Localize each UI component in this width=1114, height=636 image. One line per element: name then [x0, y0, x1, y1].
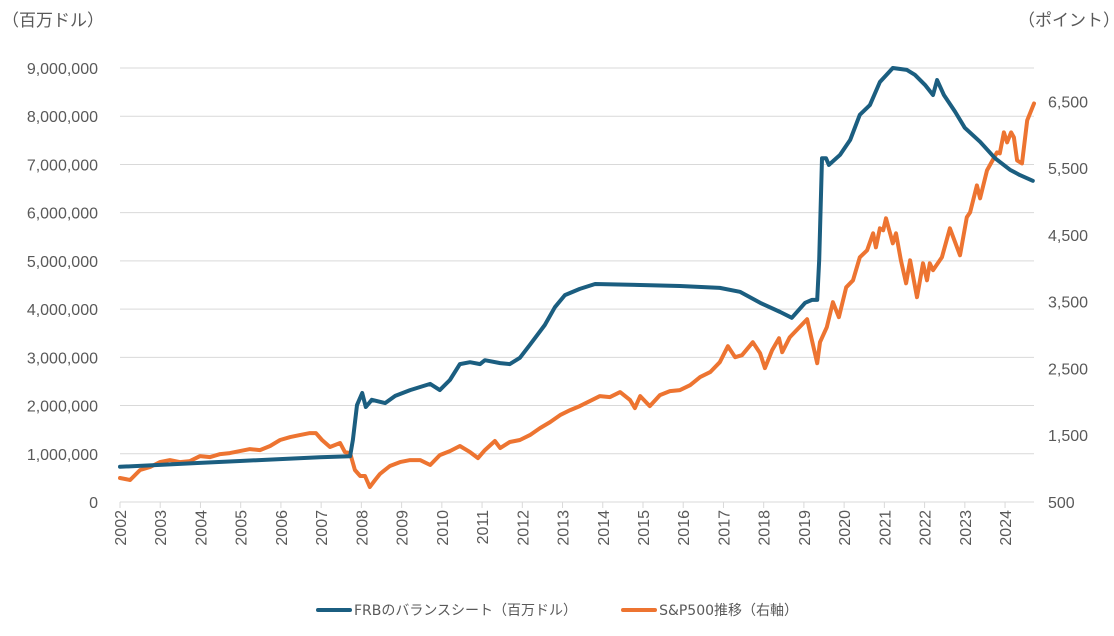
y-left-tick-label: 9,000,000	[27, 61, 98, 78]
x-tick-label: 2009	[395, 510, 412, 546]
x-tick-label: 2023	[958, 510, 975, 546]
y-left-tick-label: 0	[89, 495, 98, 512]
x-tick-label: 2011	[475, 510, 492, 545]
y-right-tick-label: 1,500	[1048, 428, 1088, 445]
x-tick-label: 2024	[998, 510, 1015, 546]
legend-label-frb: FRBのバランスシート（百万ドル）	[353, 603, 578, 619]
right-axis-unit-label: （ポイント）	[1018, 11, 1114, 31]
x-tick-label: 2007	[314, 510, 331, 546]
legend-item-sp500[interactable]: S&P500推移（右軸）	[621, 600, 798, 620]
x-tick-label: 2004	[193, 510, 210, 546]
x-tick-label: 2016	[676, 510, 693, 546]
y-right-tick-label: 2,500	[1048, 361, 1088, 378]
x-tick-label: 2010	[435, 510, 452, 546]
x-tick-label: 2019	[797, 510, 814, 546]
y-right-tick-label: 500	[1048, 495, 1075, 512]
legend-item-frb[interactable]: FRBのバランスシート（百万ドル）	[315, 600, 578, 620]
x-tick-label: 2020	[837, 510, 854, 546]
legend: FRBのバランスシート（百万ドル） S&P500推移（右軸）	[0, 600, 1114, 620]
y-right-tick-label: 6,500	[1048, 94, 1088, 111]
legend-swatch-sp500	[621, 608, 658, 612]
legend-swatch-frb	[315, 608, 352, 612]
x-tick-label: 2008	[354, 510, 371, 546]
y-left-tick-label: 7,000,000	[27, 157, 98, 174]
x-tick-label: 2005	[234, 510, 251, 546]
x-tick-label: 2013	[556, 510, 573, 546]
y-left-tick-label: 8,000,000	[27, 109, 98, 126]
y-left-tick-label: 5,000,000	[27, 254, 98, 271]
x-tick-label: 2017	[716, 510, 733, 546]
y-right-tick-label: 3,500	[1048, 295, 1088, 312]
frb-balance-sheet-line	[118, 66, 1035, 469]
y-right-tick-label: 5,500	[1048, 161, 1088, 178]
legend-label-sp500: S&P500推移（右軸）	[659, 603, 799, 619]
x-tick-label: 2018	[757, 510, 774, 546]
y-right-tick-label: 4,500	[1048, 228, 1088, 245]
x-tick-label: 2003	[153, 510, 170, 546]
y-left-tick-label: 3,000,000	[27, 350, 98, 367]
x-tick-label: 2015	[636, 510, 653, 546]
x-tick-label: 2012	[515, 510, 532, 546]
x-tick-label: 2022	[918, 510, 935, 546]
x-tick-label: 2006	[274, 510, 291, 546]
y-left-tick-label: 1,000,000	[27, 447, 98, 464]
x-tick-label: 2002	[113, 510, 130, 546]
x-tick-label: 2021	[877, 510, 894, 546]
sp500-line	[118, 101, 1036, 489]
y-left-tick-label: 2,000,000	[27, 399, 98, 416]
left-axis-unit-label: （百万ドル）	[2, 11, 104, 31]
y-left-tick-label: 4,000,000	[27, 302, 98, 319]
x-tick-label: 2014	[596, 510, 613, 546]
y-left-tick-label: 6,000,000	[27, 206, 98, 223]
